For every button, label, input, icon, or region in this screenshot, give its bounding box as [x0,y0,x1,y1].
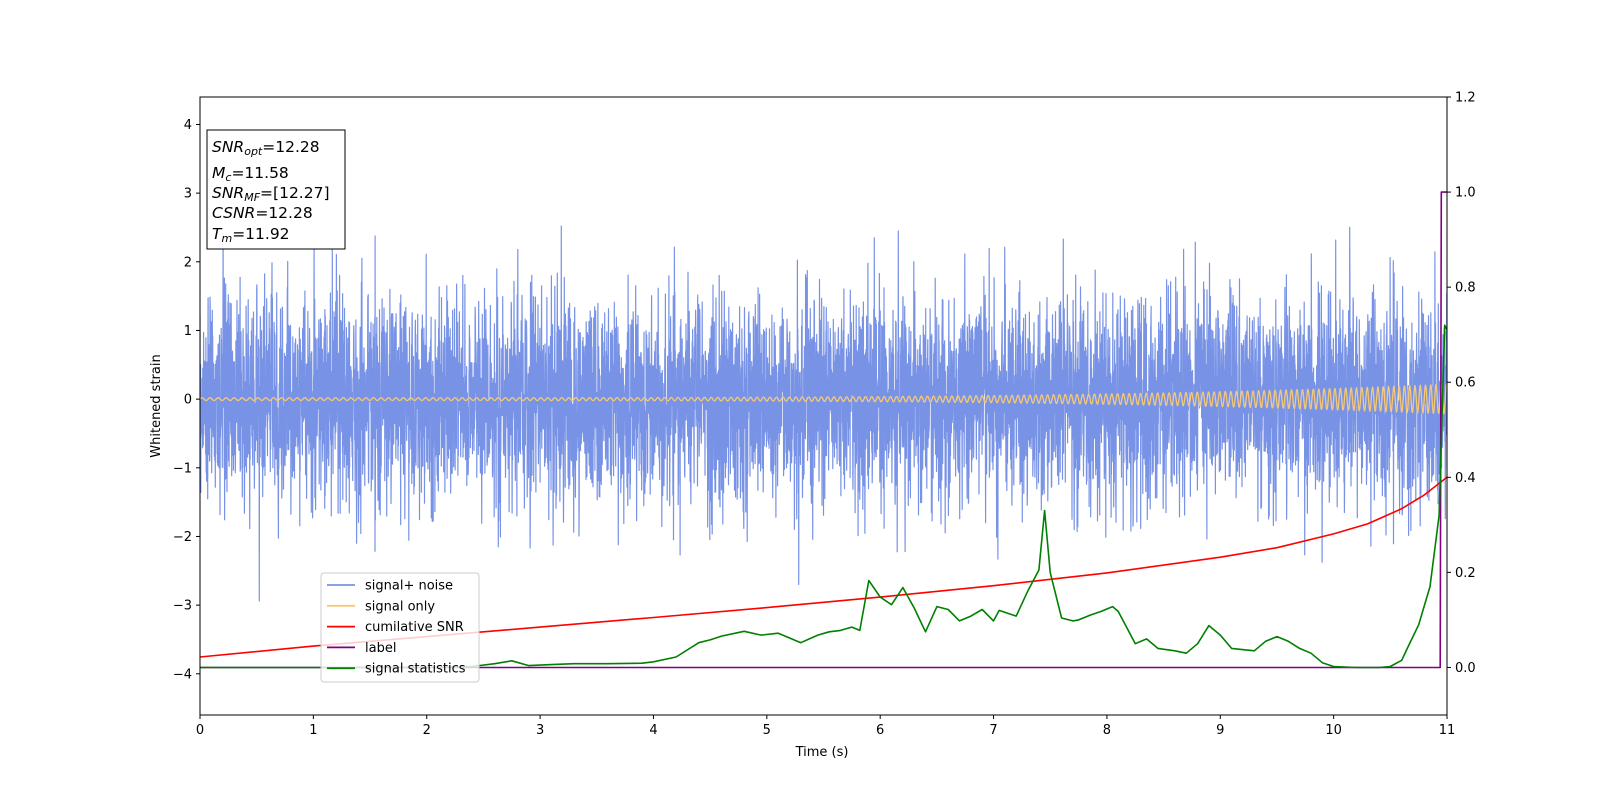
y-axis-right: 0.0 0.2 0.4 0.6 0.8 1.0 1.2 [1447,91,1476,676]
x-tick-label: 10 [1325,723,1342,738]
y2-tick-label: 0.6 [1455,376,1476,391]
legend: signal+ noise signal only cumilative SNR la… [320,572,480,683]
y-axis-left: −4 −3 −2 −1 0 1 2 3 4 [173,118,200,682]
x-tick-label: 6 [876,723,884,738]
annotation-frame [206,129,346,250]
legend-label: signal statistics [365,662,466,677]
y2-tick-label: 0.2 [1455,566,1476,581]
series-line-0 [200,215,1447,602]
y2-tick-label: 1.0 [1455,186,1476,201]
plot-frame [199,96,1448,716]
y-tick-label: −2 [173,530,192,545]
y-tick-label: 0 [184,393,192,408]
x-tick-label: 2 [423,723,431,738]
annotation-line: CSNR=12.28 [212,204,313,222]
y-tick-label: 4 [184,118,192,133]
annotation-line: Mc=11.58 [212,164,289,184]
y-tick-label: 2 [184,255,192,270]
series-line-4 [200,324,1447,669]
x-axis: 0 1 2 3 4 5 6 7 8 9 10 11 [196,715,1455,738]
x-tick-label: 9 [1216,723,1224,738]
x-tick-label: 11 [1439,723,1456,738]
y2-tick-label: 1.2 [1455,91,1476,106]
y-tick-label: 3 [184,187,192,202]
y-tick-label: −1 [173,461,192,476]
annotation-line: SNRMF=[12.27] [212,184,330,204]
annotation-line: SNRopt=12.28 [212,138,320,158]
series-line-3 [200,191,1447,669]
x-tick-label: 8 [1103,723,1111,738]
legend-frame [320,572,480,683]
series-layer [200,191,1447,669]
legend-label: signal+ noise [365,579,453,594]
annotation-line: Tm=11.92 [212,225,290,245]
x-tick-label: 0 [196,723,204,738]
x-tick-label: 7 [989,723,997,738]
x-axis-label: Time (s) [795,745,849,760]
y2-tick-label: 0.8 [1455,281,1476,296]
x-tick-label: 4 [649,723,657,738]
x-tick-label: 5 [763,723,771,738]
annotation-box: SNRopt=12.28 Mc=11.58SNRMF=[12.27]CSNR=12… [206,129,346,250]
x-tick-label: 3 [536,723,544,738]
y2-tick-label: 0.4 [1455,471,1476,486]
series-line-2 [200,476,1447,658]
y-tick-label: −4 [173,667,192,682]
legend-label: signal only [365,599,435,614]
series-line-1 [200,383,1447,415]
x-tick-label: 1 [309,723,317,738]
legend-label: cumilative SNR [365,620,464,635]
legend-label: label [365,641,396,656]
y-tick-label: −3 [173,599,192,614]
y2-tick-label: 0.0 [1455,661,1476,676]
y-tick-label: 1 [184,324,192,339]
y-axis-label: Whitened strain [149,354,164,457]
